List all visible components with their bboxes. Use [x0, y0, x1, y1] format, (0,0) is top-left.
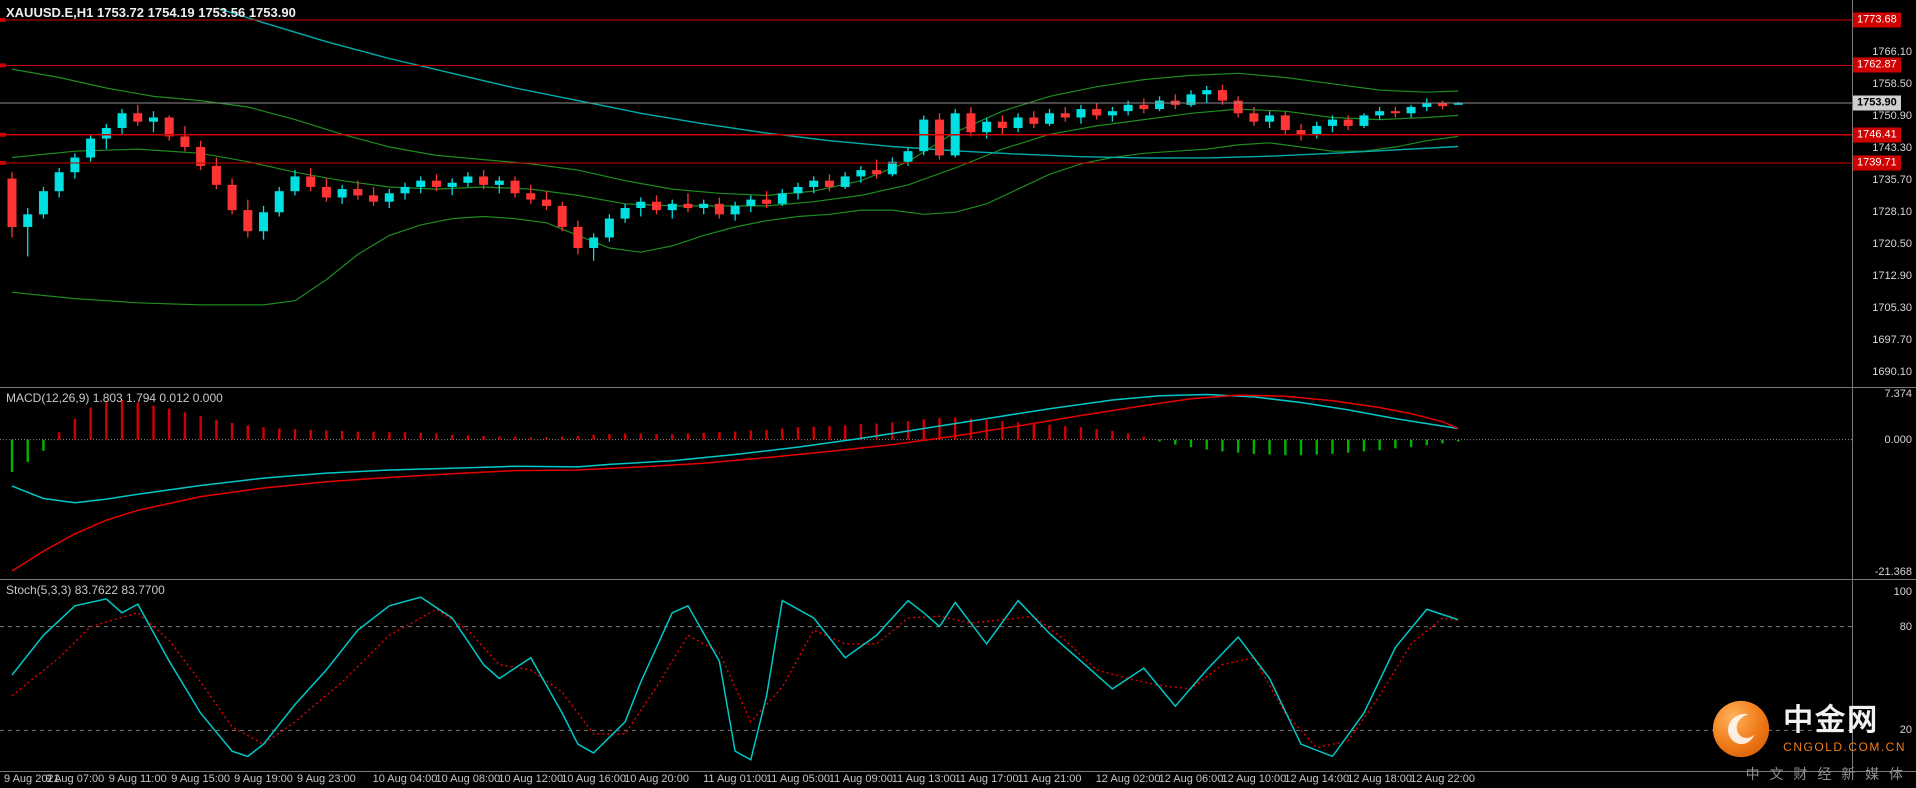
price-scale-label: 1690.10: [1872, 365, 1912, 378]
cngold-logo-icon: [1713, 700, 1770, 758]
macd-main-line: [11, 393, 1459, 504]
time-axis-label: 9 Aug 11:00: [108, 773, 167, 785]
watermark-brand: 中金网: [1783, 703, 1880, 737]
hline-price-tag: 1739.71: [1853, 155, 1901, 171]
price-scale-label: 1712.90: [1872, 269, 1912, 282]
stoch-scale-label: 20: [1899, 724, 1912, 737]
time-axis-label: 12 Aug 14:00: [1284, 773, 1350, 785]
hline-price-tag: 1773.68: [1853, 12, 1901, 28]
time-axis-label: 10 Aug 04:00: [372, 773, 438, 785]
price-scale-label: 1728.10: [1872, 205, 1912, 218]
support-resistance-lines[interactable]: [0, 17, 1852, 165]
price-scale-label: 1720.50: [1872, 237, 1912, 250]
stoch-signal-line: [11, 608, 1459, 749]
stoch-indicator-label: Stoch(5,3,3) 83.7622 83.7700: [6, 583, 165, 597]
time-axis-label: 9 Aug 15:00: [171, 773, 230, 785]
time-axis-label: 9 Aug 2021: [4, 773, 60, 785]
cngold-watermark: 中金网 CNGOLD.COM.CN 中 文 财 经 新 媒 体: [1711, 699, 1906, 784]
price-scale-label: 1697.70: [1872, 333, 1912, 346]
time-axis-label: 12 Aug 06:00: [1158, 773, 1224, 785]
macd-indicator-label: MACD(12,26,9) 1.803 1.794 0.012 0.000: [6, 391, 223, 405]
price-scale-label: 1750.90: [1872, 109, 1912, 122]
time-axis-label: 10 Aug 08:00: [435, 773, 501, 785]
macd-histogram: [10, 400, 1460, 472]
time-axis-label: 10 Aug 16:00: [561, 773, 627, 785]
macd-scale-label: 0.000: [1884, 433, 1912, 446]
time-axis-label: 12 Aug 22:00: [1410, 773, 1475, 785]
price-scale-label: 1705.30: [1872, 301, 1912, 314]
chart-title: XAUUSD.E,H1 1753.72 1754.19 1753.56 1753…: [6, 5, 296, 20]
hline-price-tag: 1746.41: [1853, 127, 1901, 143]
time-axis-label: 11 Aug 21:00: [1017, 773, 1082, 785]
stoch-scale-label: 80: [1899, 620, 1912, 633]
stoch-main-line: [11, 596, 1459, 761]
watermark-row: 中金网 CNGOLD.COM.CN: [1711, 699, 1906, 759]
price-scale[interactable]: 1766.10 1758.50 1750.90 1743.30 1735.70 1728.…: [1853, 0, 1916, 771]
stoch-scale-label: 100: [1893, 586, 1912, 598]
slow-ma-line: [216, 7, 1459, 159]
current-price-tag: 1753.90: [1853, 95, 1901, 111]
time-axis-label: 11 Aug 13:00: [891, 773, 956, 785]
time-axis-label: 11 Aug 05:00: [765, 773, 831, 785]
watermark-text-block: 中金网 CNGOLD.COM.CN: [1783, 703, 1906, 754]
time-axis-label: 12 Aug 02:00: [1095, 773, 1161, 785]
time-axis-label: 11 Aug 09:00: [828, 773, 893, 785]
macd-signal-line: [11, 394, 1459, 572]
price-scale-label: 1743.30: [1872, 141, 1912, 154]
macd-scale-label: 7.374: [1884, 388, 1912, 400]
time-axis-label: 10 Aug 12:00: [498, 773, 564, 785]
macd-scale-label: -21.368: [1874, 566, 1912, 578]
price-scale-label: 1758.50: [1872, 77, 1912, 90]
price-scale-label: 1766.10: [1872, 45, 1912, 58]
time-axis-label: 12 Aug 10:00: [1221, 773, 1287, 785]
time-axis-label: 11 Aug 17:00: [954, 773, 1019, 785]
hline-price-tag: 1762.87: [1853, 57, 1901, 73]
candles: [7, 84, 1463, 261]
time-axis-label: 11 Aug 01:00: [703, 773, 768, 785]
time-axis[interactable]: 9 Aug 2021 9 Aug 07:00 9 Aug 11:00 9 Aug 15…: [0, 771, 1852, 788]
price-scale-label: 1735.70: [1872, 173, 1912, 186]
time-axis-label: 9 Aug 23:00: [297, 773, 356, 785]
time-axis-label: 10 Aug 20:00: [624, 773, 689, 785]
time-axis-label: 9 Aug 07:00: [45, 773, 105, 785]
time-axis-label: 9 Aug 19:00: [234, 773, 293, 785]
watermark-tagline: 中 文 财 经 新 媒 体: [1745, 766, 1906, 782]
watermark-domain: CNGOLD.COM.CN: [1783, 739, 1906, 754]
time-axis-label: 12 Aug 18:00: [1347, 773, 1413, 785]
